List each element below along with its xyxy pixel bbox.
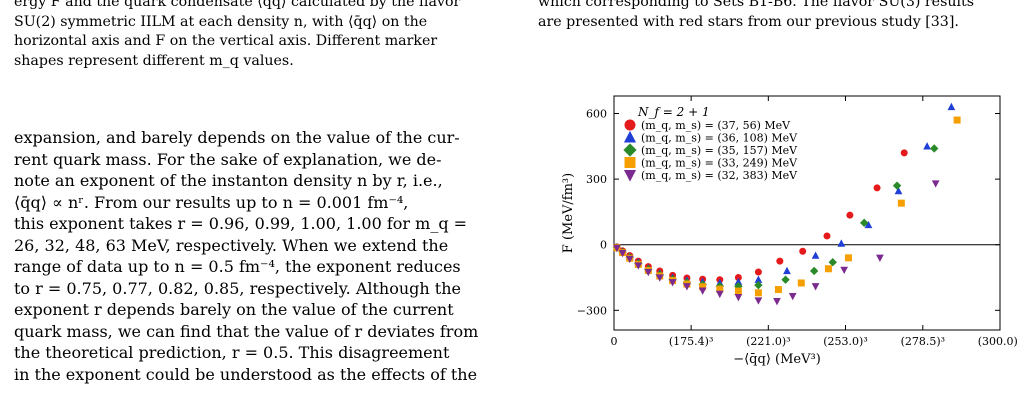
data-point bbox=[844, 254, 852, 262]
legend-marker bbox=[623, 130, 637, 143]
data-point bbox=[634, 262, 643, 270]
body-line: exponent r depends barely on the value o… bbox=[14, 300, 454, 319]
data-point bbox=[683, 283, 691, 291]
data-point bbox=[776, 257, 784, 265]
body-line: in the exponent could be understood as t… bbox=[14, 364, 478, 384]
data-point bbox=[809, 266, 819, 276]
x-tick-label: 0 bbox=[611, 335, 618, 348]
data-point bbox=[953, 116, 961, 124]
caption-line: ergy F and the quark condensate ⟨q̄q⟩ ca… bbox=[14, 0, 461, 10]
legend-label: (m_q, m_s) = (32, 383) MeV bbox=[641, 169, 798, 182]
data-point bbox=[897, 199, 905, 207]
data-point bbox=[811, 251, 820, 259]
caption-line: horizontal axis and F on the vertical ax… bbox=[14, 33, 438, 49]
data-point bbox=[931, 180, 940, 188]
data-point bbox=[734, 287, 742, 295]
data-point bbox=[930, 144, 939, 153]
data-point bbox=[754, 289, 762, 297]
data-point bbox=[655, 274, 664, 282]
data-point bbox=[876, 254, 884, 263]
caption-line: are presented with red stars from our pr… bbox=[538, 13, 959, 30]
x-tick-label: (278.5)³ bbox=[901, 335, 945, 348]
data-point bbox=[824, 265, 832, 273]
right-figure-caption: which corresponding to Sets B1-B6. The f… bbox=[538, 0, 1018, 32]
data-point bbox=[773, 297, 781, 306]
data-point bbox=[715, 290, 724, 299]
figure-chart: −300 0 300 600 0 (175.4)³ (221.0)³ (253.0)³ (278… bbox=[548, 88, 1022, 414]
data-point bbox=[823, 232, 831, 240]
legend-marker bbox=[623, 170, 637, 182]
x-tick-label: (221.0)³ bbox=[746, 335, 790, 348]
data-point bbox=[668, 279, 677, 287]
chart-svg: −300 0 300 600 0 (175.4)³ (221.0)³ (253.0)³ (278… bbox=[561, 95, 1022, 367]
x-axis-label: −⟨q̄q⟩ (MeV³) bbox=[733, 352, 821, 367]
data-point bbox=[900, 149, 908, 157]
legend-marker bbox=[623, 143, 637, 157]
y-tick-label: 0 bbox=[600, 239, 607, 252]
data-point bbox=[947, 102, 956, 111]
left-figure-caption: ergy F and the quark condensate ⟨q̄q⟩ ca… bbox=[14, 0, 514, 71]
body-line: 26, 32, 48, 63 MeV, respectively. When w… bbox=[14, 235, 449, 255]
data-point bbox=[840, 266, 849, 275]
data-point bbox=[797, 279, 805, 287]
legend-marker bbox=[624, 119, 636, 131]
y-tick-label: −300 bbox=[577, 304, 607, 317]
y-axis-label: F (MeV/fm³) bbox=[561, 173, 576, 253]
x-tick-label: (175.4)³ bbox=[669, 335, 713, 348]
legend-label: (m_q, m_s) = (33, 249) MeV bbox=[641, 157, 798, 170]
data-point bbox=[618, 249, 627, 258]
data-point bbox=[799, 247, 807, 255]
data-point bbox=[754, 275, 763, 283]
data-point bbox=[828, 258, 837, 267]
data-point bbox=[892, 181, 902, 190]
body-line: the theoretical prediction, r = 0.5. Thi… bbox=[14, 343, 450, 362]
data-point bbox=[788, 292, 797, 301]
caption-line: SU(2) symmetric IILM at each density n, … bbox=[14, 13, 428, 30]
legend-label: (m_q, m_s) = (37, 56) MeV bbox=[641, 119, 791, 132]
data-point bbox=[613, 244, 621, 253]
data-point bbox=[846, 211, 854, 219]
data-point bbox=[625, 255, 634, 264]
legend-title: N_f = 2 + 1 bbox=[637, 105, 710, 119]
data-point bbox=[873, 184, 881, 192]
legend-label: (m_q, m_s) = (35, 157) MeV bbox=[641, 144, 798, 157]
legend-label: (m_q, m_s) = (36, 108) MeV bbox=[641, 132, 798, 145]
data-point bbox=[864, 220, 873, 229]
data-point bbox=[754, 268, 762, 276]
data-point bbox=[811, 283, 820, 291]
data-point bbox=[716, 285, 724, 293]
body-line: range of data up to n = 0.5 fm⁻⁴, the ex… bbox=[14, 257, 461, 276]
data-point bbox=[644, 268, 653, 277]
body-line: expansion, and barely depends on the val… bbox=[14, 128, 460, 147]
y-tick-label: 300 bbox=[586, 173, 607, 186]
body-line: note an exponent of the instanton densit… bbox=[14, 171, 443, 190]
data-point bbox=[923, 142, 931, 150]
left-body-text: expansion, and barely depends on the val… bbox=[14, 127, 514, 385]
data-point bbox=[699, 283, 707, 291]
x-tick-label: (300.0)³ bbox=[978, 335, 1018, 348]
data-point bbox=[859, 218, 869, 228]
data-point bbox=[774, 286, 782, 294]
x-tick-label: (253.0)³ bbox=[823, 335, 867, 348]
data-point bbox=[783, 266, 791, 275]
body-line: quark mass, we can find that the value o… bbox=[14, 321, 479, 341]
data-point bbox=[837, 239, 846, 247]
y-tick-label: 600 bbox=[586, 107, 607, 120]
body-line: rent quark mass. For the sake of explana… bbox=[14, 149, 442, 169]
caption-line: which corresponding to Sets B1-B6. The f… bbox=[538, 0, 975, 10]
data-point bbox=[698, 287, 707, 295]
data-point bbox=[734, 277, 743, 286]
plot-frame bbox=[613, 95, 1001, 331]
caption-line: shapes represent different m_q values. bbox=[14, 52, 294, 69]
body-line: to r = 0.75, 0.77, 0.82, 0.85, respectiv… bbox=[14, 278, 461, 298]
body-line: this exponent takes r = 0.96, 0.99, 1.00… bbox=[14, 214, 468, 233]
data-point bbox=[781, 275, 790, 284]
data-point bbox=[754, 297, 763, 305]
body-line: ⟨q̄q⟩ ∝ nʳ. From our results up to n = 0… bbox=[14, 192, 409, 212]
data-point bbox=[734, 294, 743, 302]
data-point bbox=[734, 274, 742, 282]
data-point bbox=[894, 186, 903, 195]
legend-marker bbox=[624, 157, 636, 168]
